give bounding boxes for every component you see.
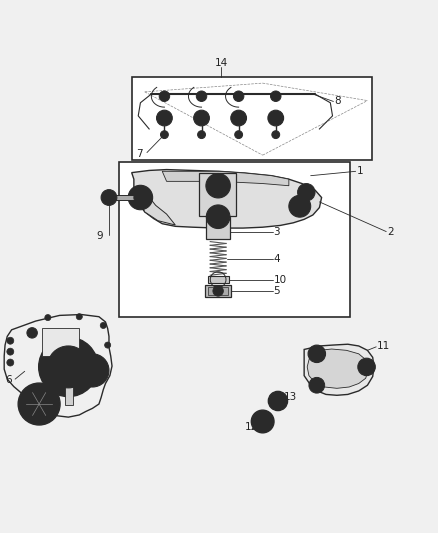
Circle shape xyxy=(206,205,230,229)
Text: 6: 6 xyxy=(5,375,12,385)
Text: 4: 4 xyxy=(274,254,280,264)
Bar xyxy=(205,285,231,297)
Text: 10: 10 xyxy=(274,274,287,285)
Text: 1: 1 xyxy=(357,166,363,176)
Circle shape xyxy=(134,191,147,204)
Circle shape xyxy=(105,342,111,348)
Circle shape xyxy=(196,91,207,101)
Bar xyxy=(112,195,136,200)
Bar xyxy=(65,367,73,405)
Text: 12: 12 xyxy=(245,422,258,432)
Circle shape xyxy=(313,350,321,358)
Text: 8: 8 xyxy=(335,96,341,107)
Circle shape xyxy=(159,91,170,101)
Text: 9: 9 xyxy=(97,231,103,241)
Circle shape xyxy=(7,337,14,344)
Text: 13: 13 xyxy=(284,392,297,401)
Circle shape xyxy=(231,110,247,126)
Text: 11: 11 xyxy=(377,341,390,351)
Circle shape xyxy=(156,110,172,126)
Circle shape xyxy=(271,91,281,101)
Circle shape xyxy=(313,382,320,389)
Circle shape xyxy=(251,410,274,433)
Circle shape xyxy=(100,322,106,328)
Circle shape xyxy=(260,418,266,425)
Bar xyxy=(208,287,228,295)
Polygon shape xyxy=(132,169,321,228)
Circle shape xyxy=(194,110,209,126)
Circle shape xyxy=(268,391,288,410)
Circle shape xyxy=(289,195,311,217)
Bar xyxy=(119,161,350,317)
Circle shape xyxy=(272,131,280,139)
Text: 14: 14 xyxy=(215,59,228,68)
Circle shape xyxy=(234,114,243,123)
Circle shape xyxy=(128,185,152,210)
Circle shape xyxy=(197,114,206,123)
Circle shape xyxy=(235,131,243,139)
Circle shape xyxy=(233,91,244,101)
Circle shape xyxy=(101,190,117,205)
Bar xyxy=(42,328,79,356)
Circle shape xyxy=(45,314,51,321)
Circle shape xyxy=(39,337,98,397)
Circle shape xyxy=(206,174,230,198)
Polygon shape xyxy=(4,314,112,417)
Circle shape xyxy=(27,328,37,338)
Circle shape xyxy=(76,313,82,320)
Polygon shape xyxy=(307,349,368,389)
Polygon shape xyxy=(134,185,175,225)
Bar xyxy=(206,217,230,239)
Circle shape xyxy=(29,330,35,335)
Circle shape xyxy=(272,395,284,407)
Circle shape xyxy=(256,415,270,429)
Circle shape xyxy=(160,114,169,123)
Circle shape xyxy=(198,131,205,139)
Circle shape xyxy=(309,377,325,393)
Circle shape xyxy=(160,131,168,139)
Circle shape xyxy=(47,346,89,388)
Circle shape xyxy=(34,399,44,409)
Circle shape xyxy=(358,358,375,376)
Text: 7: 7 xyxy=(136,149,143,159)
Polygon shape xyxy=(162,171,289,185)
Circle shape xyxy=(302,188,310,196)
Text: 5: 5 xyxy=(274,286,280,296)
Circle shape xyxy=(308,345,325,362)
Circle shape xyxy=(26,391,52,417)
Bar xyxy=(208,276,229,283)
Circle shape xyxy=(297,183,315,201)
Circle shape xyxy=(294,201,305,212)
Circle shape xyxy=(7,348,14,355)
Circle shape xyxy=(363,363,371,371)
Circle shape xyxy=(213,286,223,296)
Circle shape xyxy=(212,179,225,192)
Circle shape xyxy=(7,359,14,366)
Bar xyxy=(132,77,372,159)
Text: 2: 2 xyxy=(387,227,394,237)
Polygon shape xyxy=(304,344,374,395)
Circle shape xyxy=(268,110,284,126)
Circle shape xyxy=(18,383,60,425)
Circle shape xyxy=(83,361,102,380)
Circle shape xyxy=(76,354,109,387)
Bar xyxy=(199,173,237,216)
Circle shape xyxy=(272,114,280,123)
Circle shape xyxy=(212,211,224,223)
Circle shape xyxy=(60,358,77,376)
Text: 3: 3 xyxy=(274,228,280,237)
